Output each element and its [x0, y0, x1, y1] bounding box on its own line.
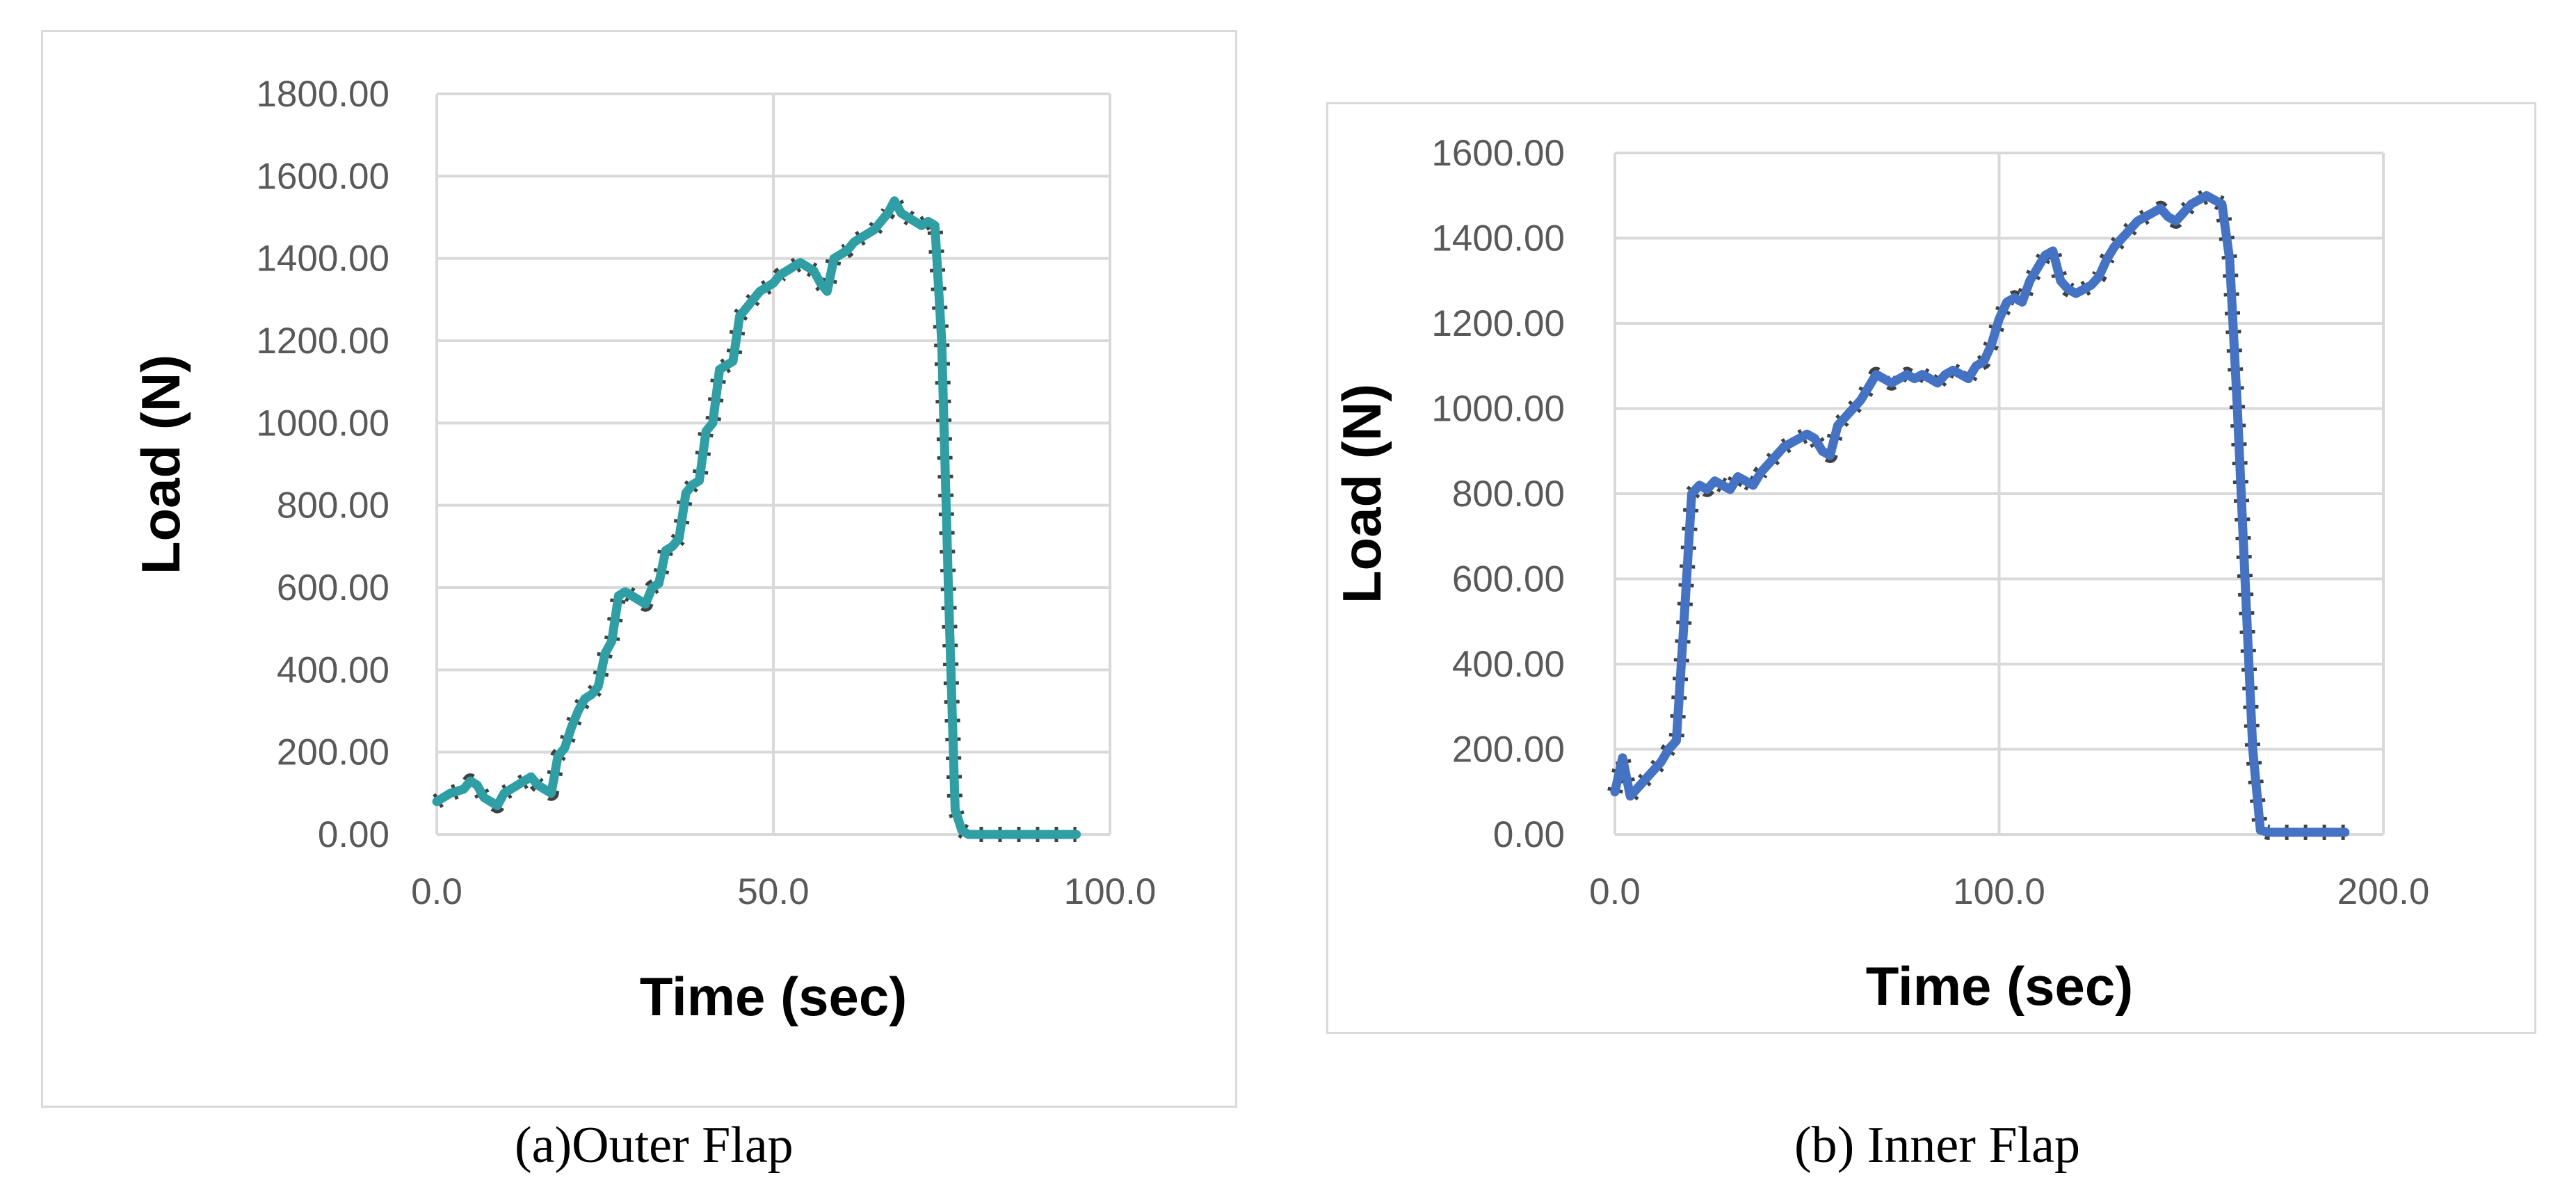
y-tick-label: 1000.00: [1431, 389, 1565, 430]
x-tick-label: 0.0: [411, 871, 462, 912]
y-tick-label: 1200.00: [256, 321, 389, 362]
caption-inner-flap: (b) Inner Flap: [1794, 1117, 2080, 1174]
y-tick-label: 1400.00: [1431, 218, 1565, 259]
y-tick-label: 600.00: [277, 567, 389, 608]
x-axis-title: Time (sec): [1866, 955, 2133, 1017]
y-tick-label: 400.00: [1452, 644, 1565, 685]
x-tick-label: 50.0: [737, 871, 809, 912]
x-tick-label: 100.0: [1064, 871, 1157, 912]
caption-outer-flap: (a)Outer Flap: [515, 1117, 794, 1174]
x-tick-label: 100.0: [1953, 871, 2045, 912]
series-line: [1610, 191, 2350, 837]
y-tick-label: 1600.00: [256, 156, 389, 197]
y-tick-label: 1200.00: [1431, 303, 1565, 344]
x-tick-label: 0.0: [1589, 871, 1641, 912]
y-tick-label: 600.00: [1452, 559, 1565, 600]
y-tick-label: 0.00: [318, 814, 389, 855]
y-tick-label: 1000.00: [256, 403, 389, 444]
y-tick-label: 800.00: [277, 485, 389, 526]
y-axis-title: Load (N): [1331, 384, 1392, 604]
y-tick-label: 1800.00: [256, 74, 389, 115]
chart-panel-b: [1326, 102, 2536, 1034]
y-tick-label: 200.00: [1452, 729, 1565, 770]
y-axis-title: Load (N): [130, 355, 191, 574]
y-tick-label: 1600.00: [1431, 133, 1565, 174]
x-axis-title: Time (sec): [640, 966, 907, 1027]
y-tick-label: 400.00: [277, 649, 389, 691]
series-line: [432, 196, 1081, 839]
y-tick-label: 1400.00: [256, 239, 389, 280]
y-tick-label: 0.00: [1493, 814, 1565, 855]
y-tick-label: 200.00: [277, 732, 389, 773]
x-tick-label: 200.0: [2337, 871, 2430, 912]
chart-panel-a: [41, 30, 1237, 1108]
y-tick-label: 800.00: [1452, 474, 1565, 515]
